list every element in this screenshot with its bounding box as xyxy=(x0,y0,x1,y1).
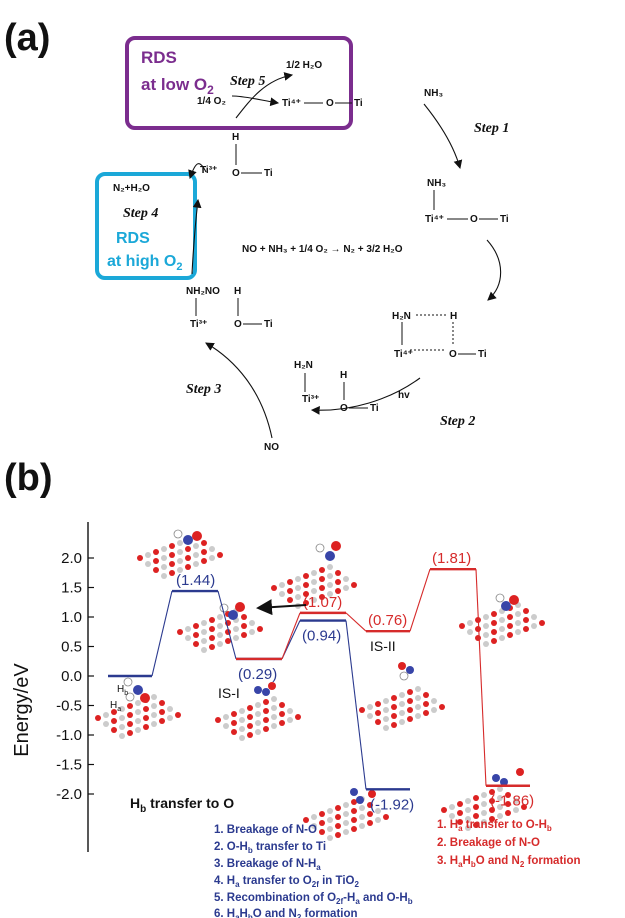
species-ti-s3: Ti xyxy=(370,403,379,414)
ha-atom-label: Ha xyxy=(110,700,121,713)
hb-transfer-caption: Hb transfer to O xyxy=(130,795,234,815)
y-tick-label-8: -2.0 xyxy=(56,786,82,803)
red-item-1: 1. Ha transfer to O-Hb xyxy=(437,819,552,833)
species-h-s5: H xyxy=(232,132,239,143)
blue-energy-label-2: (0.29) xyxy=(238,666,277,683)
species-o-s2: O xyxy=(449,349,457,360)
rds-high-subtitle: at high O2 xyxy=(107,253,182,273)
y-tick-label-6: -1.0 xyxy=(56,727,82,744)
blue-connector-2 xyxy=(217,590,237,660)
species-nh3-ads: NH₃ xyxy=(427,178,446,189)
overall-reaction: NO + NH₃ + 1/4 O₂ → N₂ + 3/2 H₂O xyxy=(242,244,403,255)
black-arrow xyxy=(256,599,307,616)
cycle-arrows xyxy=(188,72,502,439)
slab-final-blue xyxy=(303,788,389,841)
species-o-s1: O xyxy=(470,214,478,225)
species-o-s5: O xyxy=(232,168,240,179)
blue-item-6: 6. HaHbO and N2 formation xyxy=(214,908,358,918)
step-3-label: Step 3 xyxy=(186,382,221,397)
species-hv: hv xyxy=(398,390,410,401)
species-ti-s5: Ti xyxy=(264,168,273,179)
blue-energy-label-1: (1.44) xyxy=(176,572,215,589)
y-tick-label-7: -1.5 xyxy=(56,757,82,774)
species-n2-h2o: N₂+H₂O xyxy=(113,183,150,194)
slab-top xyxy=(271,541,357,609)
slab-final-red xyxy=(441,768,527,831)
red-energy-label-1: (1.07) xyxy=(303,594,342,611)
slab-is1-low xyxy=(215,682,301,741)
species-h-s4: H xyxy=(234,286,241,297)
species-ti3-s4: Ti³⁺ xyxy=(190,319,207,330)
red-connector-1 xyxy=(281,612,301,660)
species-quarter-o2: 1/4 O₂ xyxy=(197,96,226,107)
red-connector-4 xyxy=(475,569,487,786)
blue-item-5: 5. Recombination of O2f-Ha and O-Hb xyxy=(214,892,413,906)
energy-levels: (1.44) (0.29) (0.94) (-1.92) (1.07) (0.76) (1.… xyxy=(108,550,534,813)
species-ti-s2: Ti xyxy=(478,349,487,360)
slab-is2 xyxy=(359,662,445,731)
rds-low-o2-box xyxy=(125,36,353,130)
y-tick-label-4: 0.0 xyxy=(61,668,82,685)
red-item-2: 2. Breakage of N-O xyxy=(437,837,540,849)
species-half-h2o: 1/2 H₂O xyxy=(286,60,322,71)
species-o-s4: O xyxy=(234,319,242,330)
rds-low-subtitle: at low O2 xyxy=(141,75,214,97)
is-i-label: IS-I xyxy=(218,685,240,701)
species-h-s2: H xyxy=(450,311,457,322)
y-tick-label-5: -0.5 xyxy=(56,698,82,715)
species-h2n-s2: H₂N xyxy=(392,311,411,322)
species-ti3-s3: Ti³⁺ xyxy=(302,394,319,405)
red-item-3: 3. HaHbO and N2 formation xyxy=(437,855,581,869)
red-energy-label-2: (0.76) xyxy=(368,612,407,629)
slab-red-ts xyxy=(459,593,545,647)
species-no: NO xyxy=(264,442,279,453)
red-pathway-list: 1. Ha transfer to O-Hb 2. Breakage of N-… xyxy=(437,819,581,869)
species-h-s3: H xyxy=(340,370,347,381)
species-h2n-s3: H₂N xyxy=(294,360,313,371)
blue-item-3: 3. Breakage of N-Ha xyxy=(214,858,321,872)
species-ti4-s2: Ti⁴⁺ xyxy=(394,349,413,360)
step-5-label: Step 5 xyxy=(230,74,265,89)
red-energy-label-3: (1.81) xyxy=(432,550,471,567)
blue-connector-4 xyxy=(345,620,367,790)
species-ti3-s5: Ti³⁺ xyxy=(200,165,217,176)
red-connector-2 xyxy=(345,612,367,632)
blue-item-2: 2. O-Hb transfer to Ti xyxy=(214,841,326,855)
is-ii-label: IS-II xyxy=(370,638,396,654)
rds-high-title: RDS xyxy=(116,230,150,247)
y-tick-label-3: 0.5 xyxy=(61,639,82,656)
y-tick-label-0: 2.0 xyxy=(61,550,82,567)
y-tick-labels: 2.0 1.5 1.0 0.5 0.0 -0.5 -1.0 -1.5 -2.0 xyxy=(56,550,94,803)
slab-ts1 xyxy=(137,529,223,579)
species-ti-top: Ti xyxy=(354,98,363,109)
species-ti4-top: Ti⁴⁺ xyxy=(282,98,301,109)
blue-item-1: 1. Breakage of N-O xyxy=(214,824,317,836)
slab-is1 xyxy=(177,602,263,653)
blue-item-4: 4. Ha transfer to O2f in TiO2 xyxy=(214,875,359,889)
step-2-label: Step 2 xyxy=(440,414,475,429)
species-nh3-in: NH₃ xyxy=(424,88,443,99)
step-4-label: Step 4 xyxy=(123,206,158,221)
step-1-label: Step 1 xyxy=(474,121,509,136)
y-tick-label-2: 1.0 xyxy=(61,609,82,626)
panel-a-label: (a) xyxy=(4,17,50,59)
species-ti-s4: Ti xyxy=(264,319,273,330)
panel-b-label: (b) xyxy=(4,457,53,499)
y-axis-label: Energy/eV xyxy=(11,663,33,757)
blue-pathway-list: 1. Breakage of N-O 2. O-Hb transfer to T… xyxy=(214,824,413,918)
species-o-top: O xyxy=(326,98,334,109)
rds-low-title: RDS xyxy=(141,48,177,67)
blue-energy-label-4: (-1.92) xyxy=(370,796,414,813)
y-tick-label-1: 1.5 xyxy=(61,580,82,597)
red-energy-label-4: (-1.86) xyxy=(490,793,534,810)
red-connector-3 xyxy=(409,569,431,632)
species-ti4-s1: Ti⁴⁺ xyxy=(425,214,444,225)
species-nh2no: NH₂NO xyxy=(186,286,220,297)
blue-connector-1 xyxy=(151,590,173,677)
blue-energy-label-3: (0.94) xyxy=(302,628,341,645)
species-ti-s1: Ti xyxy=(500,214,509,225)
hb-atom-label: Hb xyxy=(117,684,128,697)
slab-initial xyxy=(95,677,181,739)
